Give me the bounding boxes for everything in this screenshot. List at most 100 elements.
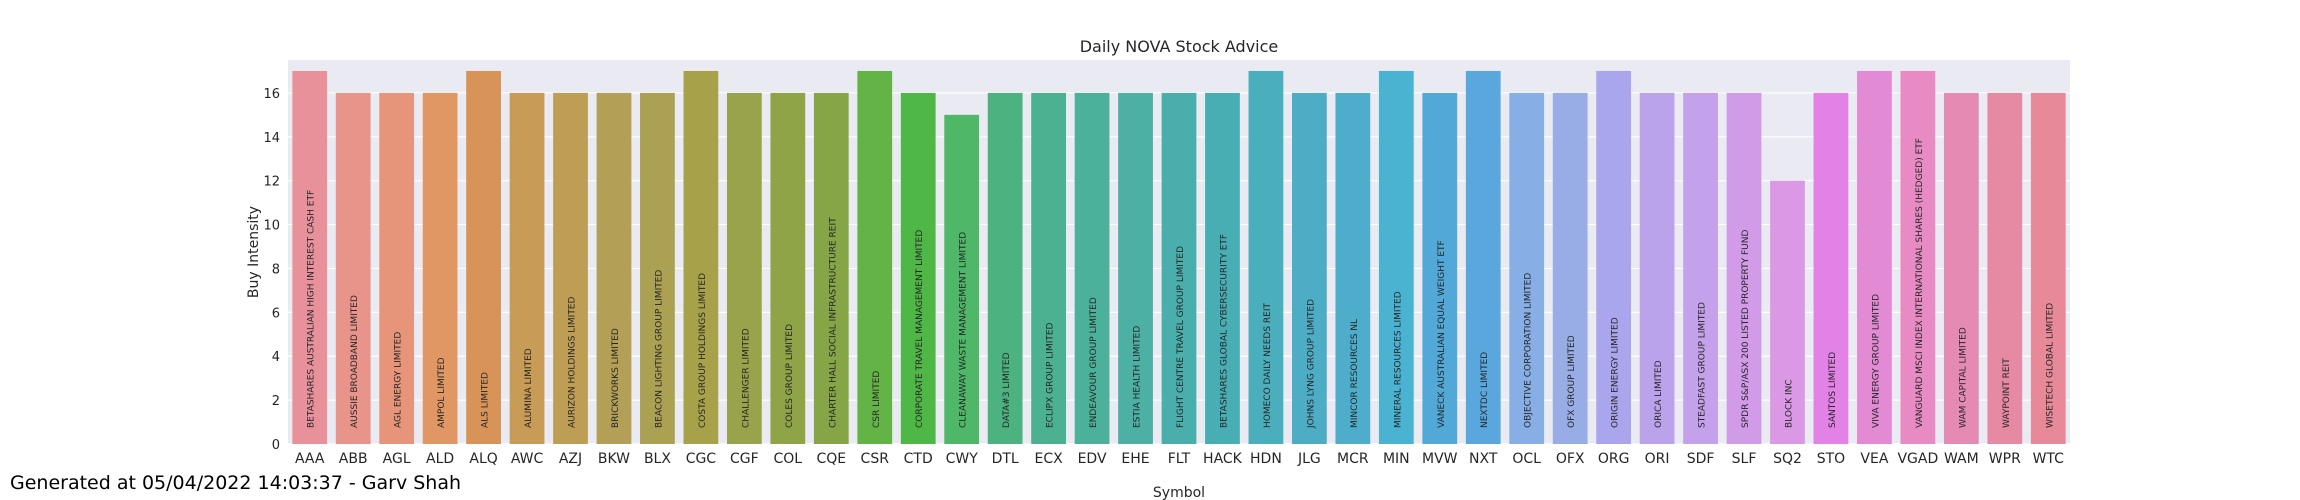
x-tick-label: CTD	[904, 451, 933, 467]
bar-label: CSR LIMITED	[872, 371, 882, 428]
x-tick-label: OFX	[1556, 451, 1585, 467]
x-tick-labels: AAA ABB AGL ALD ALQ AWC AZJ BKW BLX CGC CGF COL CQE C…	[295, 451, 2064, 467]
bar-label: WISETECH GLOBAL LIMITED	[2045, 303, 2055, 428]
bar-flt	[1161, 92, 1197, 445]
x-tick-label: SDF	[1687, 451, 1715, 467]
bar-wpr	[1987, 92, 2023, 445]
bar-label: ORICA LIMITED	[1654, 360, 1664, 428]
x-tick-label: EDV	[1078, 451, 1107, 467]
bar-label: VIVA ENERGY GROUP LIMITED	[1871, 294, 1881, 428]
x-tick-label: CWY	[946, 451, 979, 467]
bar-sdf	[1683, 92, 1718, 445]
x-tick-label: CGC	[686, 451, 717, 467]
y-tick-label: 14	[263, 131, 280, 146]
bar-label: FLIGHT CENTRE TRAVEL GROUP LIMITED	[1176, 246, 1186, 428]
x-tick-label: ORG	[1598, 451, 1630, 467]
y-tick-label: 4	[272, 350, 280, 365]
bar-labels: BETASHARES AUSTRALIAN HIGH INTEREST CASH…	[307, 138, 2056, 429]
bar-azj	[553, 92, 588, 445]
bar-cwy	[944, 114, 980, 444]
x-tick-label: MIN	[1383, 451, 1410, 467]
x-tick-label: MVW	[1422, 451, 1458, 467]
bar-label: ESTIA HEALTH LIMITED	[1133, 326, 1143, 428]
bar-label: VANECK AUSTRALIAN EQUAL WEIGHT ETF	[1437, 240, 1447, 428]
x-tick-label: WPR	[1989, 451, 2021, 467]
bar-label: ECLIPX GROUP LIMITED	[1046, 322, 1056, 428]
generated-note: Generated at 05/04/2022 14:03:37 - Garv …	[10, 472, 462, 494]
bar-hdn	[1248, 70, 1284, 444]
bar-edv	[1074, 92, 1110, 445]
bar-awc	[509, 92, 545, 445]
bar-aaa	[292, 70, 328, 444]
chart-title: Daily NOVA Stock Advice	[1080, 37, 1279, 56]
x-tick-label: CQE	[816, 451, 846, 467]
x-tick-label: HDN	[1250, 451, 1282, 467]
bar-slf	[1726, 92, 1762, 445]
bars	[292, 70, 2066, 445]
bar-label: AUSSIE BROADBAND LIMITED	[350, 295, 360, 428]
bar-dtl	[987, 92, 1023, 445]
bar-nxt	[1465, 70, 1501, 444]
bar-mcr	[1335, 92, 1371, 445]
x-tick-label: SQ2	[1773, 451, 1802, 467]
y-tick-label: 16	[263, 87, 280, 102]
x-tick-label: AWC	[511, 451, 544, 467]
bar-label: ORIGIN ENERGY LIMITED	[1611, 317, 1621, 428]
bar-label: BEACON LIGHTING GROUP LIMITED	[654, 270, 664, 428]
bar-label: BLOCK INC	[1784, 379, 1794, 428]
bar-alq	[466, 70, 501, 444]
bar-label: CHALLENGER LIMITED	[741, 328, 751, 428]
x-tick-label: AZJ	[559, 451, 582, 467]
x-tick-label: VGAD	[1897, 451, 1938, 467]
bar-bkw	[596, 92, 632, 445]
bar-label: OFX GROUP LIMITED	[1567, 335, 1577, 428]
bar-wtc	[2030, 92, 2066, 445]
bar-label: WAYPOINT REIT	[2002, 358, 2012, 428]
bar-org	[1596, 70, 1632, 444]
x-tick-label: DTL	[992, 451, 1019, 467]
x-axis-label: Symbol	[1153, 485, 1205, 500]
y-tick-label: 6	[272, 306, 280, 321]
x-tick-label: ALQ	[469, 451, 497, 467]
bar-label: COSTA GROUP HOLDINGS LIMITED	[698, 273, 708, 428]
bar-cqe	[813, 92, 849, 445]
bar-min	[1378, 70, 1414, 444]
bar-ocl	[1509, 92, 1545, 445]
bar-sto	[1813, 92, 1849, 445]
y-tick-label: 10	[263, 219, 280, 234]
y-axis-label: Buy Intensity	[246, 206, 262, 298]
bar-label: CORPORATE TRAVEL MANAGEMENT LIMITED	[915, 230, 925, 428]
bar-label: COLES GROUP LIMITED	[785, 324, 795, 428]
y-tick-labels: 0 2 4 6 8 10 12 14 16	[263, 87, 280, 453]
x-tick-label: CGF	[730, 451, 759, 467]
x-tick-label: ABB	[339, 451, 368, 467]
x-tick-label: HACK	[1203, 451, 1243, 467]
bar-label: OBJECTIVE CORPORATION LIMITED	[1524, 273, 1534, 428]
x-tick-label: BLX	[644, 451, 671, 467]
bar-csr	[857, 70, 893, 444]
bar-label: HOMECO DAILY NEEDS REIT	[1263, 303, 1273, 428]
bar-vea	[1857, 70, 1892, 444]
bar-label: AGL ENERGY LIMITED	[394, 332, 404, 428]
bar-ald	[422, 92, 458, 445]
bar-vgad	[1900, 70, 1936, 444]
bar-ctd	[900, 92, 936, 445]
bar-abb	[335, 92, 371, 445]
y-tick-label: 12	[263, 175, 280, 190]
bar-label: ENDEAVOUR GROUP LIMITED	[1089, 297, 1099, 428]
bar-col	[770, 92, 806, 445]
bar-cgc	[683, 70, 719, 444]
x-tick-label: ORI	[1645, 451, 1670, 467]
x-tick-label: NXT	[1469, 451, 1498, 467]
bar-ehe	[1118, 92, 1153, 445]
x-tick-label: ALD	[426, 451, 454, 467]
bar-label: STEADFAST GROUP LIMITED	[1698, 302, 1708, 428]
x-tick-label: OCL	[1512, 451, 1541, 467]
bar-agl	[379, 92, 415, 445]
bar-label: NEXTDC LIMITED	[1480, 352, 1490, 428]
bar-ecx	[1031, 92, 1066, 445]
x-tick-label: ECX	[1035, 451, 1064, 467]
y-tick-label: 8	[272, 262, 280, 277]
bar-label: ALUMINA LIMITED	[524, 348, 534, 428]
